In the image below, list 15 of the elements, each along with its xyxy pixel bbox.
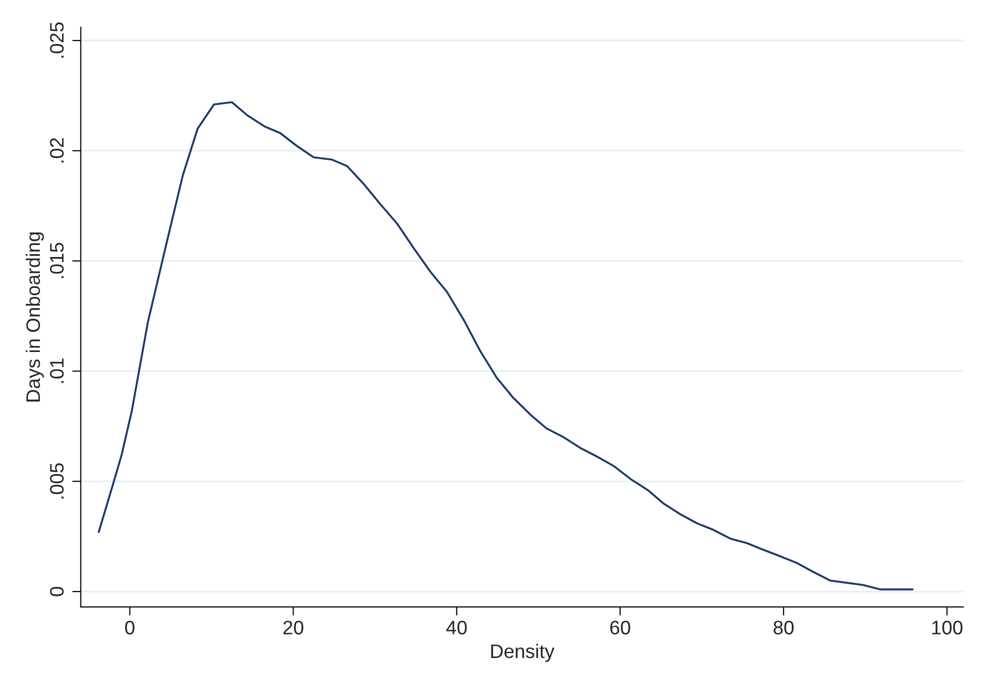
y-tick-label: .025 [50, 22, 64, 58]
x-axis-title: Density [491, 644, 554, 662]
x-tick-label: 60 [610, 620, 630, 634]
y-tick-label: .015 [50, 242, 64, 278]
x-tick-label: 80 [774, 620, 794, 634]
y-tick-label: .01 [50, 358, 64, 383]
y-axis-title: Days in Onboarding [26, 232, 44, 402]
line-series [98, 101, 914, 590]
x-tick-label: 0 [125, 620, 134, 634]
x-tick-label: 100 [932, 620, 962, 634]
y-tick-label: .005 [50, 463, 64, 498]
y-tick-label: .02 [50, 138, 64, 162]
x-tick-label: 20 [283, 620, 304, 634]
x-tick-label: 40 [446, 620, 467, 634]
y-tick-label: 0 [50, 586, 64, 596]
